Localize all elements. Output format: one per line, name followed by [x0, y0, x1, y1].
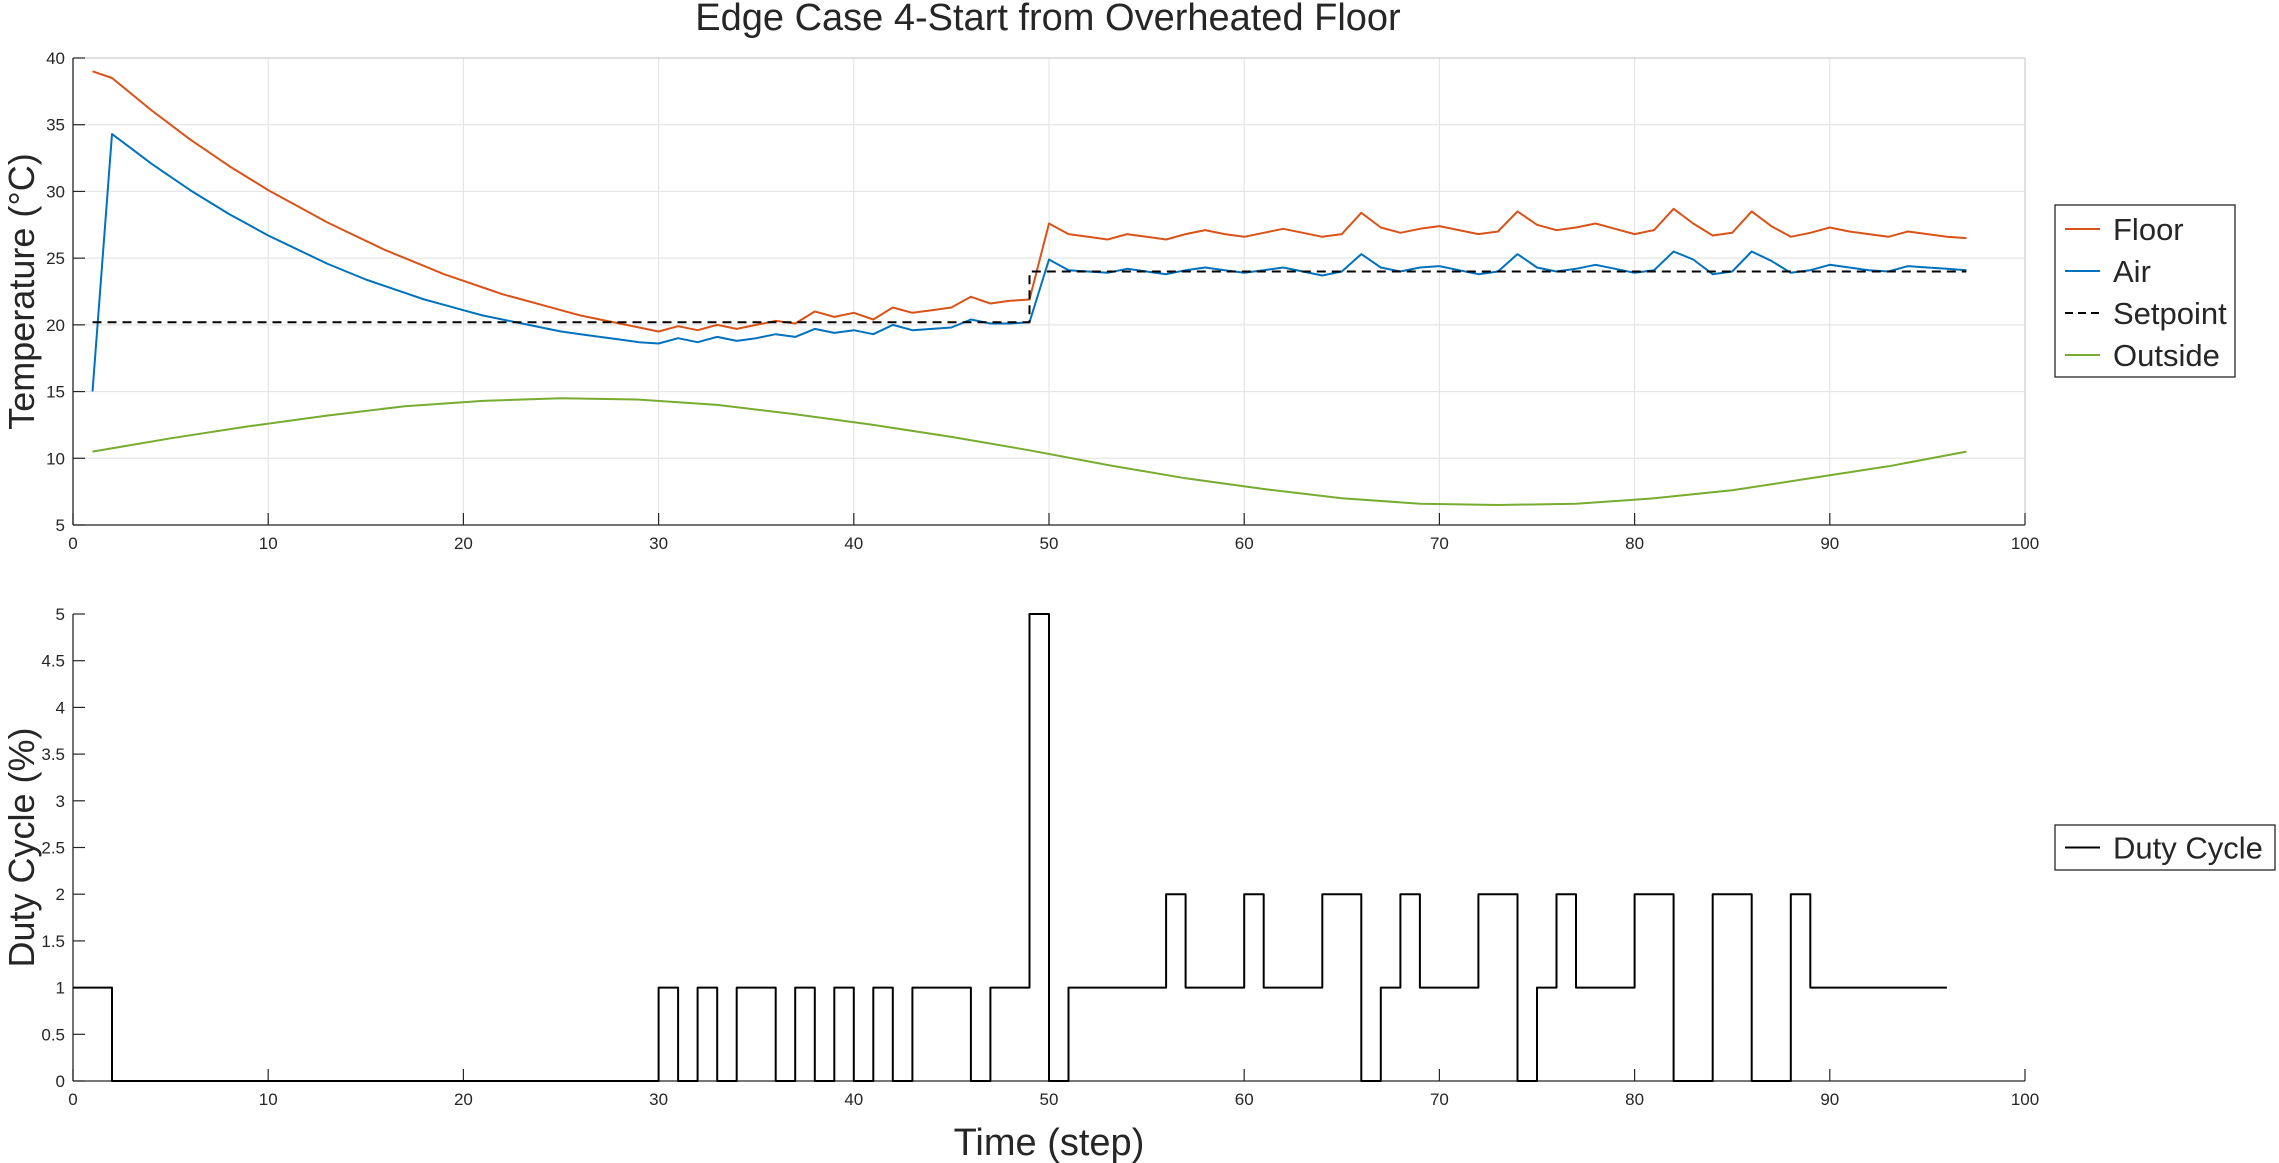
- x-tick-label: 10: [259, 534, 278, 553]
- legend-label: Air: [2113, 254, 2151, 289]
- x-tick-label: 0: [68, 1090, 77, 1109]
- legend-label: Duty Cycle: [2113, 831, 2263, 866]
- y-tick-label: 5: [56, 605, 65, 624]
- y-tick-label: 0: [56, 1072, 65, 1091]
- x-tick-label: 80: [1625, 534, 1644, 553]
- y-tick-label: 1.5: [41, 932, 65, 951]
- x-tick-label: 70: [1430, 1090, 1449, 1109]
- y-tick-label: 3.5: [41, 745, 65, 764]
- y-axis-label: Temperature (°C): [1, 153, 42, 429]
- x-tick-label: 50: [1040, 1090, 1059, 1109]
- duty-cycle-axes: 0 10 20 30 40 50 60 70 80 90 100 0 0.5 1 1.5 2 2.5 3 3.5 4 4…: [1, 605, 2276, 1163]
- x-tick-label: 70: [1430, 534, 1449, 553]
- x-tick-label: 40: [844, 534, 863, 553]
- x-axis-label: Time (step): [954, 1122, 1145, 1163]
- y-tick-label: 15: [46, 383, 65, 402]
- y-tick-label: 2.5: [41, 839, 65, 858]
- y-axis-label: Duty Cycle (%): [1, 727, 42, 967]
- legend-label: Setpoint: [2113, 296, 2227, 331]
- y-tick-label: 1: [56, 979, 65, 998]
- y-tick-label: 40: [46, 49, 65, 68]
- series-line-outside: [92, 397, 1967, 506]
- y-tick-label: 30: [46, 182, 65, 201]
- x-tick-label: 10: [259, 1090, 278, 1109]
- x-tick-label: 90: [1820, 1090, 1839, 1109]
- x-tick-label: 40: [844, 1090, 863, 1109]
- legend-box: [2054, 204, 2236, 378]
- x-tick-label: 20: [454, 1090, 473, 1109]
- legend-label: Floor: [2113, 212, 2184, 247]
- y-tick-label: 3: [56, 792, 65, 811]
- y-tick-label: 35: [46, 116, 65, 135]
- x-tick-label: 80: [1625, 1090, 1644, 1109]
- temperature-axes: 0 10 20 30 40 50 60 70 80 90 100 5 10 15 20 25 30 35 40 Tem…: [1, 49, 2236, 553]
- x-tick-label: 20: [454, 534, 473, 553]
- series-line-floor: [92, 70, 1967, 333]
- x-tick-label: 60: [1235, 1090, 1254, 1109]
- x-tick-label: 90: [1820, 534, 1839, 553]
- y-tick-label: 4: [56, 698, 65, 717]
- series-line-setpoint: [92, 270, 1967, 324]
- y-tick-label: 0.5: [41, 1025, 65, 1044]
- y-tick-label: 4.5: [41, 652, 65, 671]
- x-tick-label: 30: [649, 534, 668, 553]
- series-line-duty-cycle: [73, 613, 1947, 1082]
- y-tick-label: 5: [56, 516, 65, 535]
- x-tick-label: 60: [1235, 534, 1254, 553]
- y-tick-label: 20: [46, 316, 65, 335]
- x-tick-label: 100: [2011, 1090, 2039, 1109]
- x-tick-label: 0: [68, 534, 77, 553]
- x-tick-label: 30: [649, 1090, 668, 1109]
- y-tick-label: 2: [56, 885, 65, 904]
- figure-title: Edge Case 4-Start from Overheated Floor: [695, 0, 1401, 39]
- x-tick-label: 50: [1040, 534, 1059, 553]
- x-tick-label: 100: [2011, 534, 2039, 553]
- y-tick-label: 25: [46, 249, 65, 268]
- legend-label: Outside: [2113, 338, 2220, 373]
- y-tick-label: 10: [46, 449, 65, 468]
